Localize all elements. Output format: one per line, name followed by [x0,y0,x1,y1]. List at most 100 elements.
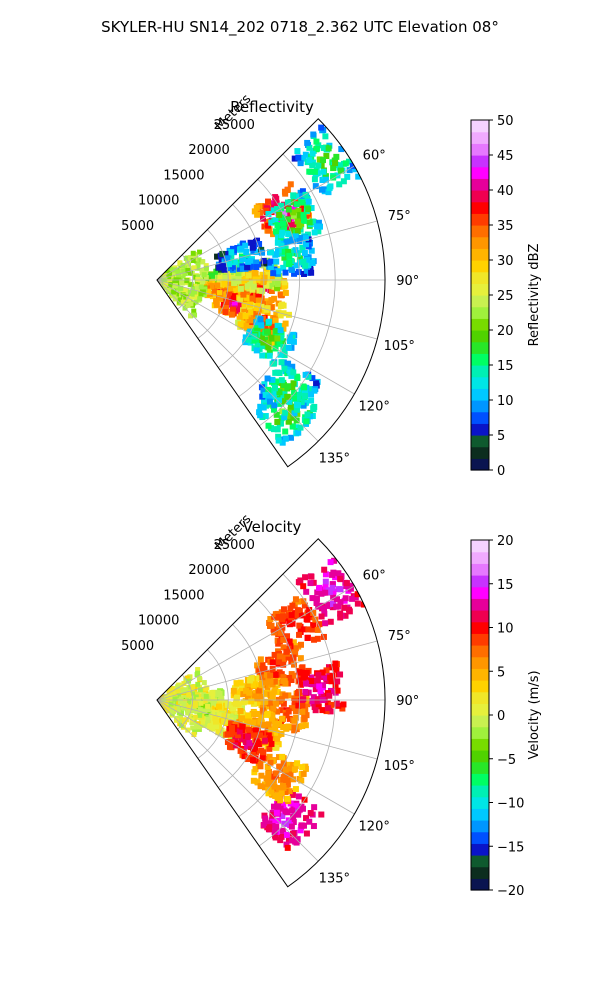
colorbar-band [471,878,489,891]
colorbar: −20 −15 −10 −5 0 5 10 15 20 Velocity (m/s) [470,534,542,899]
colorbar-band [471,598,489,611]
colorbar-band [471,143,489,156]
colorbar-band [471,633,489,646]
colorbar-band [471,225,489,238]
azimuth-tick-label: 90° [396,694,419,709]
radar-cell [230,670,281,709]
colorbar-tick-label: −20 [497,884,524,899]
colorbar-tick-label: 0 [497,709,505,724]
velocity-panel: Velocity 60° 75° 90° 105° 120° 135° 5000 10000 15… [121,512,542,899]
colorbar-band [471,761,489,774]
colorbar-band [471,155,489,168]
azimuth-tick-label: 120° [359,819,390,834]
panel-title: Reflectivity [230,98,314,116]
colorbar-band [471,365,489,378]
azimuth-tick-label: 135° [319,451,350,466]
colorbar-tick-label: 0 [497,464,505,479]
azimuth-tick-label: 75° [388,209,411,224]
colorbar-band [471,458,489,471]
panel-title: Velocity [243,518,302,536]
radar-cell [223,720,275,770]
colorbar-band [471,586,489,599]
colorbar-tick-label: 10 [497,394,514,409]
colorbar-band [471,248,489,261]
colorbar-tick-label: −15 [497,840,524,855]
range-ring [238,598,300,818]
colorbar-band [471,318,489,331]
sector-frame [156,118,386,468]
colorbar-band [471,656,489,669]
azimuth-spoke [156,279,355,395]
radar-cell [254,639,308,689]
colorbar-band [471,726,489,739]
colorbar-band [471,785,489,798]
colorbar-tick-label: 25 [497,289,514,304]
colorbar-band [471,423,489,436]
range-ring [258,573,336,847]
radar-near-field [158,249,209,319]
range-tick-label: 10000 [138,614,179,629]
colorbar-label: Reflectivity dBZ [527,244,542,347]
azimuth-spoke [156,585,355,701]
range-tick-label: 25000 [214,538,255,553]
colorbar-band [471,738,489,751]
colorbar-tick-label: −10 [497,797,524,812]
range-ring [238,178,300,398]
colorbar-tick-label: 5 [497,429,505,444]
colorbar-band [471,341,489,354]
azimuth-spoke [156,165,355,281]
colorbar-band [471,271,489,284]
azimuth-spoke [156,699,355,815]
radar-cell [258,360,321,421]
colorbar-band [471,808,489,821]
radar-cell [242,315,298,367]
colorbar-band [471,645,489,658]
radar-cell [295,557,367,627]
colorbar-band [471,120,489,133]
colorbar-tick-label: 10 [497,622,514,637]
colorbar-band [471,820,489,833]
colorbar-band [471,668,489,681]
colorbar-band [471,563,489,576]
colorbar-band [471,178,489,191]
range-ring [218,204,265,368]
colorbar-band [471,306,489,319]
azimuth-tick-label: 105° [384,759,415,774]
range-ring [177,674,194,730]
colorbar-band [471,131,489,144]
range-tick-label: 15000 [163,168,204,183]
range-tick-label: 5000 [121,219,154,234]
colorbar-tick-label: 20 [497,534,514,549]
colorbar-band [471,295,489,308]
range-tick-label: 20000 [188,563,229,578]
azimuth-spoke [156,699,378,760]
colorbar-tick-label: 20 [497,324,514,339]
range-ring [218,624,265,788]
colorbar-band [471,190,489,203]
colorbar-tick-label: 30 [497,254,514,269]
range-tick-label: 5000 [121,639,154,654]
colorbar-band [471,855,489,868]
radar-cell [214,237,268,273]
colorbar-band [471,411,489,424]
radar-field [159,557,367,851]
colorbar-band [471,610,489,623]
azimuth-tick-label: 75° [388,629,411,644]
colorbar-tick-label: 15 [497,578,514,593]
colorbar-band [471,400,489,413]
colorbar: 0 5 10 15 20 25 30 35 40 45 50 Reflectivity dBZ [470,114,542,479]
colorbar-tick-label: 50 [497,114,514,129]
colorbar-label: Velocity (m/s) [527,670,542,759]
range-tick-label: 15000 [163,588,204,603]
range-tick-label: 20000 [188,143,229,158]
colorbar-band [471,283,489,296]
azimuth-spoke [156,640,378,701]
azimuth-tick-label: 60° [363,569,386,584]
colorbar-band [471,435,489,448]
colorbar-band [471,213,489,226]
colorbar-tick-label: −5 [497,753,516,768]
colorbar-band [471,540,489,553]
colorbar-band [471,166,489,179]
azimuth-tick-label: 135° [319,871,350,886]
